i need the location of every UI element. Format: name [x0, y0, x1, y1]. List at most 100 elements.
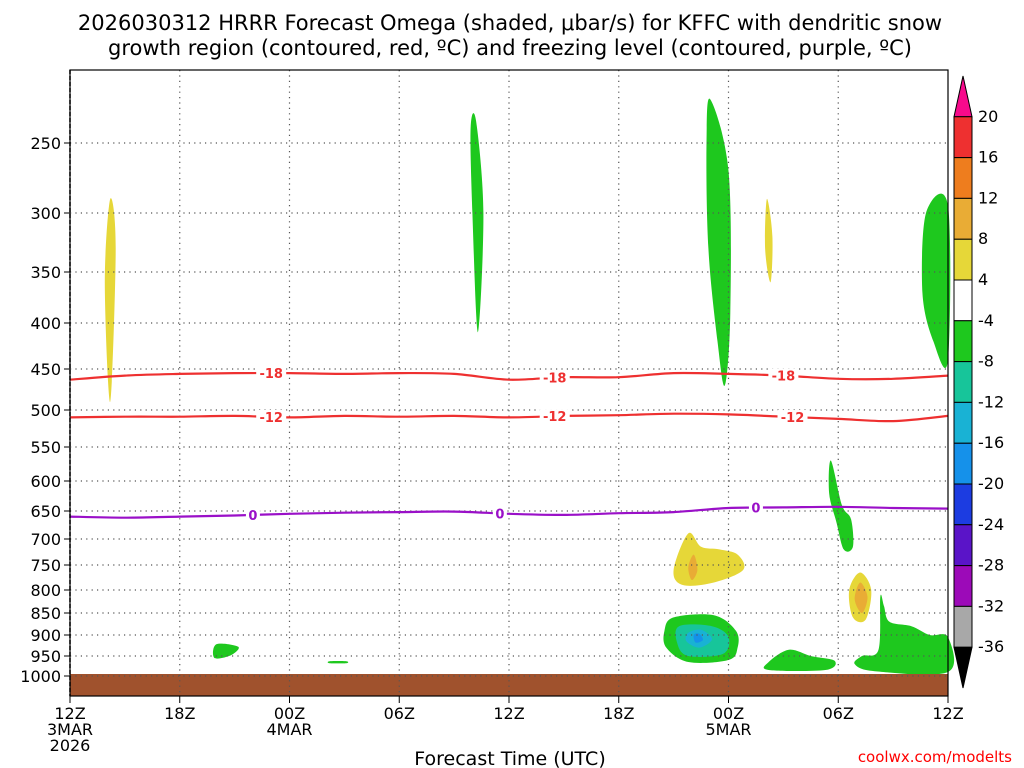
- x-axis-label: Forecast Time (UTC): [414, 748, 605, 768]
- x-tick-label: 2026: [50, 736, 91, 755]
- x-tick-label: 06Z: [384, 704, 415, 723]
- omega-region--4: [470, 113, 484, 333]
- contour-label: 0: [751, 502, 760, 517]
- ground-surface: [70, 674, 948, 696]
- contour-label-bg: [492, 506, 507, 521]
- y-tick-label: 250: [30, 134, 61, 153]
- omega-region--16: [693, 633, 703, 643]
- colorbar-label: 16: [978, 148, 998, 167]
- x-tick-label: 12Z: [54, 704, 85, 723]
- colorbar-label: 4: [978, 270, 988, 289]
- omega-region-8: [688, 554, 698, 581]
- y-tick-label: 400: [30, 314, 61, 333]
- y-tick-label: 300: [30, 204, 61, 223]
- contour--18: [69, 371, 949, 381]
- omega-region-4: [764, 198, 773, 283]
- x-tick-label: 00Z: [274, 704, 305, 723]
- omega-region-4: [673, 532, 745, 586]
- omega-region--4: [706, 98, 731, 386]
- omega-region--4: [921, 193, 951, 369]
- y-tick-label: 500: [30, 401, 61, 420]
- contour-label-bg: [748, 500, 763, 515]
- y-tick-label: 600: [30, 472, 61, 491]
- y-tick-label: 900: [30, 626, 61, 645]
- colorbar-swatch: [953, 646, 973, 689]
- y-tick-label: 1000: [20, 667, 61, 686]
- omega-region--4: [854, 594, 955, 675]
- colorbar: 20 16 12 8 4 -4 -8 -12 -16 -20 -24 -28 -32 -36: [953, 75, 1004, 689]
- omega-region-4: [104, 198, 116, 403]
- plot-frame: [69, 69, 949, 697]
- contour--12: [69, 412, 949, 423]
- x-tick-label: 4MAR: [266, 720, 312, 739]
- contour-label: -18: [259, 367, 283, 382]
- x-tick-label: 3MAR: [47, 720, 93, 739]
- contour-label-bg: [256, 409, 287, 424]
- temperature-contours: -18 -18 -18 -12 -12 -12 0 0 0: [69, 366, 949, 524]
- colorbar-label: 20: [978, 107, 998, 126]
- colorbar-swatch: [953, 116, 973, 159]
- x-tick-label: 12Z: [493, 704, 524, 723]
- colorbar-label: -20: [978, 474, 1004, 493]
- omega-region--4: [212, 643, 239, 659]
- contour-label: -18: [543, 372, 567, 387]
- omega-shaded-regions: [104, 98, 955, 675]
- contour-label: -18: [772, 370, 796, 385]
- contour-label: 0: [248, 509, 257, 524]
- contour-label-bg: [768, 368, 799, 383]
- colorbar-swatch: [953, 361, 973, 403]
- contour-label: -12: [543, 410, 567, 425]
- colorbar-swatch: [953, 565, 973, 607]
- x-tick-label: 5MAR: [705, 720, 751, 739]
- contour-label: 0: [495, 507, 504, 522]
- colorbar-label: -12: [978, 392, 1004, 411]
- x-tick-label: 06Z: [823, 704, 854, 723]
- colorbar-label: -4: [978, 311, 994, 330]
- contour-label-bg: [539, 370, 570, 385]
- contour-label: -12: [259, 411, 283, 426]
- contour-label-bg: [245, 507, 260, 522]
- colorbar-label: -32: [978, 596, 1004, 615]
- colorbar-label: -8: [978, 352, 994, 371]
- credit-text: coolwx.com/modelts: [858, 748, 1012, 766]
- omega-region--4: [763, 649, 836, 672]
- y-tick-label: 650: [30, 502, 61, 521]
- contour-0: [69, 505, 949, 519]
- colorbar-swatch: [953, 605, 973, 648]
- x-tick-label: 00Z: [713, 704, 744, 723]
- chart-title-line-1: 2026030312 HRRR Forecast Omega (shaded, …: [78, 11, 942, 35]
- colorbar-label: -36: [978, 637, 1004, 656]
- plot-area: -18 -18 -18 -12 -12 -12 0 0 0: [69, 69, 955, 697]
- y-tick-label: 700: [30, 530, 61, 549]
- contour-label-bg: [539, 409, 570, 424]
- colorbar-label: -28: [978, 556, 1004, 575]
- colorbar-swatch: [953, 279, 973, 322]
- colorbar-swatch: [953, 401, 973, 444]
- colorbar-swatch: [953, 197, 973, 240]
- y-axis-ticks: 250 300 350 400 450 500 550 600 650 700 750 800 850 9…: [20, 134, 70, 686]
- y-tick-label: 550: [30, 438, 61, 457]
- contour-label-bg: [777, 410, 808, 425]
- y-tick-label: 350: [30, 263, 61, 282]
- grid-lines: [70, 70, 948, 696]
- x-tick-label: 12Z: [932, 704, 963, 723]
- colorbar-label: 12: [978, 188, 998, 207]
- colorbar-label: -24: [978, 515, 1004, 534]
- x-tick-label: 18Z: [603, 704, 634, 723]
- colorbar-swatch: [953, 238, 973, 281]
- chart-title-line-2: growth region (contoured, red, ºC) and f…: [108, 36, 912, 60]
- y-tick-label: 850: [30, 604, 61, 623]
- y-tick-label: 950: [30, 647, 61, 666]
- colorbar-swatch: [953, 320, 973, 363]
- contour-label: -12: [781, 411, 805, 426]
- colorbar-label: -16: [978, 433, 1004, 452]
- colorbar-swatch: [953, 75, 973, 118]
- colorbar-label: 8: [978, 229, 988, 248]
- contour-label-bg: [256, 366, 287, 381]
- y-tick-label: 800: [30, 581, 61, 600]
- colorbar-swatch: [953, 524, 973, 567]
- omega-region--4: [327, 660, 349, 664]
- colorbar-swatch: [953, 483, 973, 526]
